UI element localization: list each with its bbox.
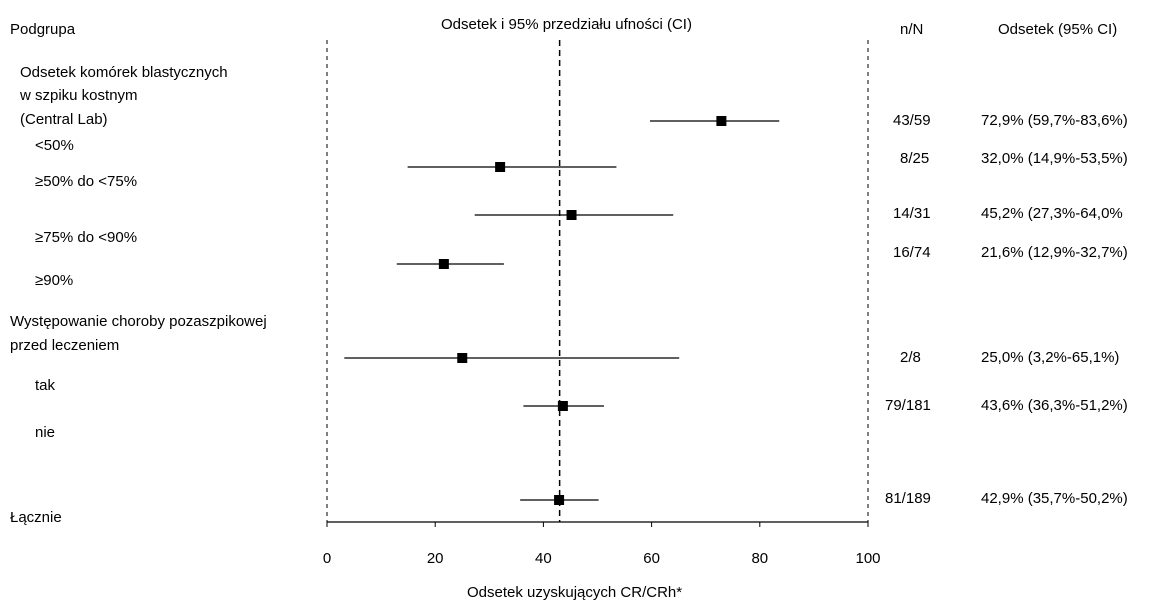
group-label-blast-1: Odsetek komórek blastycznych <box>20 64 228 81</box>
header-pct: Odsetek (95% CI) <box>998 21 1118 38</box>
row-label: nie <box>35 424 56 441</box>
row-nn: 14/31 <box>893 205 931 222</box>
point-estimate <box>716 116 727 126</box>
group-label-extramedullary-2: przed leczeniem <box>10 337 120 354</box>
row-pct: 42,9% (35,7%-50,2%) <box>981 490 1128 507</box>
row-label: tak <box>35 377 56 394</box>
point-estimate <box>554 495 565 505</box>
x-axis-label: Odsetek uzyskujących CR/CRh* <box>467 584 683 601</box>
point-estimate <box>566 210 577 220</box>
row-nn: 81/189 <box>885 490 931 507</box>
point-estimate <box>457 353 468 363</box>
row-pct: 21,6% (12,9%-32,7%) <box>981 244 1128 261</box>
row-nn: 79/181 <box>885 397 931 414</box>
x-tick-label: 0 <box>323 550 331 567</box>
header-nn: n/N <box>900 21 924 38</box>
row-pct: 25,0% (3,2%-65,1%) <box>981 349 1120 366</box>
point-estimate <box>557 401 568 411</box>
group-label-blast-2: w szpiku kostnym <box>20 87 138 104</box>
row-nn: 43/59 <box>893 112 931 129</box>
x-tick-label: 80 <box>751 550 768 567</box>
header-ci-title: Odsetek i 95% przedziału ufności (CI) <box>441 16 692 33</box>
row-label: ≥75% do <90% <box>35 229 138 246</box>
row-pct: 72,9% (59,7%-83,6%) <box>981 112 1128 129</box>
row-label: ≥90% <box>35 272 74 289</box>
group-label-blast-3: (Central Lab) <box>20 111 108 128</box>
header-subgroup: Podgrupa <box>10 21 76 38</box>
row-pct: 43,6% (36,3%-51,2%) <box>981 397 1128 414</box>
group-label-extramedullary-1: Występowanie choroby pozaszpikowej <box>10 313 267 330</box>
row-label-total: Łącznie <box>10 509 62 526</box>
x-tick-label: 100 <box>855 550 880 567</box>
row-pct: 32,0% (14,9%-53,5%) <box>981 150 1128 167</box>
row-nn: 2/8 <box>900 349 921 366</box>
point-estimate <box>495 162 506 172</box>
row-label: ≥50% do <75% <box>35 173 138 190</box>
row-pct: 45,2% (27,3%-64,0% <box>981 205 1123 222</box>
point-estimate <box>438 259 449 269</box>
x-tick-label: 60 <box>643 550 660 567</box>
row-label: <50% <box>35 137 74 154</box>
row-nn: 16/74 <box>893 244 931 261</box>
x-tick-label: 40 <box>535 550 552 567</box>
x-tick-label: 20 <box>427 550 444 567</box>
row-nn: 8/25 <box>900 150 930 167</box>
